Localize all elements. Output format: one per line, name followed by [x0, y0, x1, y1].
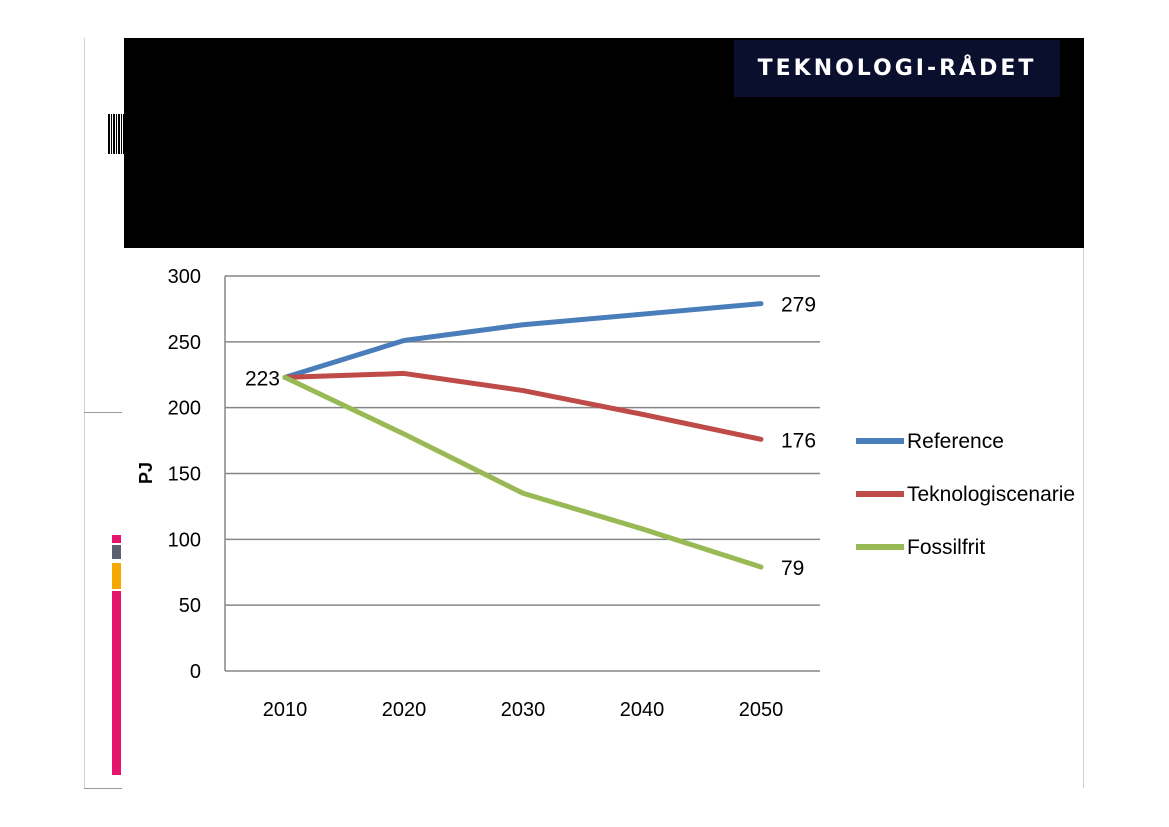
x-tick-label: 2010: [263, 699, 308, 721]
gridlines: [224, 275, 820, 672]
accent-bar-orange: [112, 563, 121, 589]
accent-bar-magenta: [112, 591, 121, 775]
logo-text: TEKNOLOGI-RÅDET: [757, 56, 1037, 81]
legend-label: Fossilfrit: [907, 536, 985, 559]
data-label: 279: [781, 294, 816, 317]
legend-label: Teknologiscenarie: [907, 483, 1075, 506]
y-axis-ticks: 0 50 100 150 200 250 300: [168, 266, 201, 683]
accent-bar-magenta-small: [112, 535, 121, 543]
y-tick-label: 250: [168, 332, 201, 354]
y-tick-label: 200: [168, 398, 201, 420]
legend-label: Reference: [907, 430, 1004, 453]
x-tick-label: 2020: [382, 699, 427, 721]
y-axis-label: PJ: [136, 462, 156, 484]
series-line-fossilfrit: [282, 374, 764, 570]
logo: TEKNOLOGI-RÅDET: [734, 40, 1060, 97]
accent-bar-gray: [112, 545, 121, 559]
x-tick-label: 2040: [620, 699, 665, 721]
x-tick-label: 2030: [501, 699, 546, 721]
y-tick-label: 300: [168, 266, 201, 288]
legend: Reference Teknologiscenarie Fossilfrit: [856, 430, 1075, 559]
slide-frame: [84, 38, 1084, 788]
series-lines: [282, 301, 764, 570]
y-tick-label: 0: [190, 661, 201, 683]
y-tick-label: 100: [168, 529, 201, 551]
data-labels: 223 279 176 79: [245, 294, 816, 580]
y-tick-label: 50: [179, 595, 201, 617]
data-label: 79: [781, 557, 804, 580]
series-line-reference: [282, 301, 764, 380]
y-tick-label: 150: [168, 464, 201, 486]
barcode-decoration: [108, 114, 124, 154]
data-label: 223: [245, 367, 280, 390]
x-tick-label: 2050: [739, 699, 784, 721]
x-axis-ticks: 2010 2020 2030 2040 2050: [263, 699, 784, 721]
data-label: 176: [781, 429, 816, 452]
side-rule-bottom: [84, 788, 122, 789]
series-line-teknologiscenarie: [282, 370, 764, 442]
side-rule-top: [84, 412, 122, 413]
